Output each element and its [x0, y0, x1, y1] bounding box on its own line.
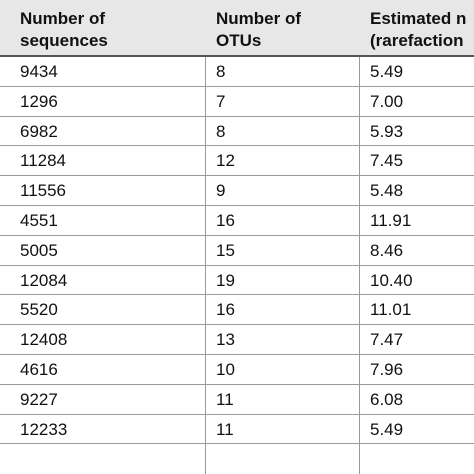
cell-estimated: 7.96: [370, 359, 404, 379]
table-row: 12408 13 7.47: [0, 325, 474, 355]
cell-sequences: 9227: [20, 389, 58, 409]
header-estimated: Estimated n (rarefaction: [370, 9, 467, 50]
cell-otus: 8: [216, 62, 226, 81]
cell-estimated: 11.01: [370, 300, 412, 320]
cell-sequences: 9434: [20, 62, 58, 81]
cell-sequences: 12233: [20, 419, 68, 439]
header-number-of-sequences: Number of sequences: [20, 9, 108, 50]
cell-sequences: 4551: [20, 210, 58, 230]
cell-otus: 8: [216, 121, 226, 141]
cell-estimated: 7.00: [370, 91, 404, 111]
table-row: 12233 11 5.49: [0, 415, 474, 445]
cell-otus: 15: [216, 240, 235, 260]
cell-otus: 11: [216, 419, 234, 439]
cell-estimated: 7.45: [370, 151, 404, 171]
table-row: 1296 7 7.00: [0, 87, 474, 117]
cell-estimated: 5.93: [370, 121, 404, 141]
cell-sequences: 4616: [20, 359, 58, 379]
table-row: 6982 8 5.93: [0, 117, 474, 147]
cell-otus: 19: [216, 270, 235, 290]
cell-sequences: 11556: [20, 181, 67, 201]
cell-sequences: 5005: [20, 240, 58, 260]
table-row: 4616 10 7.96: [0, 355, 474, 385]
cell-otus: 16: [216, 300, 235, 320]
cell-otus: 7: [216, 91, 226, 111]
cell-sequences: 5520: [20, 300, 58, 320]
cell-sequences: 12408: [20, 330, 68, 350]
table-row: 4551 16 11.91: [0, 206, 474, 236]
cell-otus: 13: [216, 330, 235, 350]
table-row: 9434 8 5.49: [0, 57, 474, 87]
table-row: 12084 19 10.40: [0, 266, 474, 296]
cell-otus: 9: [216, 181, 226, 201]
header-number-of-otus: Number of OTUs: [216, 9, 301, 50]
cell-estimated: 5.48: [370, 181, 404, 201]
table-row: 5520 16 11.01: [0, 295, 474, 326]
cell-estimated: 7.47: [370, 330, 404, 350]
table-row: 11556 9 5.48: [0, 176, 474, 206]
cell-otus: 12: [216, 151, 235, 171]
cell-sequences: 6982: [20, 121, 58, 141]
table-row: 9227 11 6.08: [0, 385, 474, 415]
cell-otus: 16: [216, 210, 235, 230]
cell-estimated: 11.91: [370, 210, 412, 230]
table-row: 5005 15 8.46: [0, 236, 474, 266]
cell-sequences: 11284: [20, 151, 67, 171]
table-header: Number of sequences Number of OTUs Estim…: [0, 0, 474, 57]
cell-otus: 11: [216, 389, 234, 409]
cell-estimated: 10.40: [370, 270, 413, 290]
cell-estimated: 6.08: [370, 389, 404, 409]
cell-sequences: 1296: [20, 91, 58, 111]
cell-otus: 10: [216, 359, 235, 379]
cell-estimated: 5.49: [370, 62, 404, 81]
table-body: 9434 8 5.49 1296 7 7.00 6982 8 5.93 11284 12 7.45 11…: [0, 57, 474, 445]
cell-estimated: 5.49: [370, 419, 404, 439]
table-row: 11284 12 7.45: [0, 146, 474, 177]
cell-sequences: 12084: [20, 270, 68, 290]
cell-estimated: 8.46: [370, 240, 404, 260]
